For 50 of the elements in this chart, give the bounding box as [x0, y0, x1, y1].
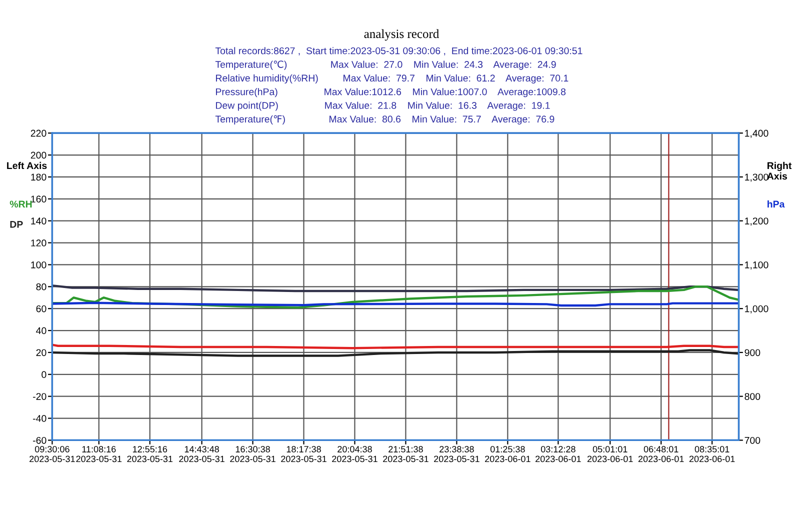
x-tick-label: 16:30:38 2023-05-31 — [230, 446, 276, 462]
y-tick-label: 140 — [31, 218, 46, 224]
x-tick-label: 12:55:16 2023-05-31 — [127, 446, 173, 462]
y-tick-label: 200 — [30, 152, 46, 159]
chart-subtitle: Total records:8627 , Start time:2023-05-31 09:30:06 , End time:2023-06-01 09:30:51 — [215, 47, 582, 56]
x-tick-label: 20:04:38 2023-05-31 — [332, 446, 378, 462]
text: Temperature(℉) Max Value: 80.6 Min Value: 75.7 Average: 76.9 — [215, 115, 554, 124]
y-tick-label: 40 — [36, 327, 46, 334]
x-tick-label: 05:01:01 2023-06-01 — [587, 446, 633, 462]
y-tick-label: 0 — [42, 371, 46, 378]
x-tick-label: 11:08:16 2023-05-31 — [76, 446, 122, 462]
x-tick-label: 01:25:38 2023-06-01 — [485, 446, 530, 462]
line-series — [52, 286, 739, 309]
y-tick-label: 180 — [31, 174, 46, 181]
y2-tick-label: 1,400 — [745, 130, 768, 138]
x-tick-label: 18:17:38 2023-05-31 — [281, 446, 326, 462]
y2-axis-title: Right Axis — [767, 162, 792, 180]
y2-tick-label: 700 — [744, 436, 760, 444]
y-tick-label: 80 — [36, 283, 46, 290]
y2-tick-label: 1,100 — [745, 261, 768, 270]
y-tick-label: 160 — [31, 196, 46, 203]
y2-tick-label: 800 — [744, 393, 760, 400]
y-tick-label: 20 — [36, 349, 46, 356]
y-tick-label: 120 — [31, 240, 46, 246]
text: %RH — [10, 200, 32, 208]
y-tick-label: 60 — [36, 305, 46, 312]
chart-title: analysis record — [364, 29, 440, 41]
text: Temperature(℃) Max Value: 27.0 Min Value: 24.3 Average: 24.9 — [215, 60, 556, 70]
y-axis-title: Left Axis — [7, 162, 47, 170]
text: Pressure(hPa) Max Value:1012.6 Min Value:1007.0 Average:1009.8 — [216, 88, 566, 98]
y-tick-label: -40 — [33, 415, 46, 422]
y-tick-label: -60 — [33, 436, 46, 444]
x-tick-label: 14:43:48 2023-05-31 — [179, 446, 224, 462]
y2-tick-label: 1,200 — [745, 218, 768, 226]
text: Relative humidity(%RH) Max Value: 79.7 Min Value: 61.2 Average: 70.1 — [216, 74, 568, 84]
y2-tick-label: 1,300 — [745, 174, 768, 182]
y-tick-label: 100 — [31, 261, 46, 268]
y-tick-label: 220 — [30, 130, 46, 137]
x-tick-label: 09:30:06 2023-05-31 — [30, 446, 75, 462]
y2-tick-label: 900 — [744, 349, 760, 356]
text: DP — [10, 221, 23, 228]
x-tick-label: 21:51:38 2023-05-31 — [383, 446, 428, 462]
x-tick-label: 08:35:01 2023-06-01 — [689, 446, 735, 462]
y-tick-label: -20 — [33, 393, 46, 400]
x-tick-label: 23:38:38 2023-05-31 — [434, 446, 480, 462]
y2-tick-label: 1,000 — [745, 305, 768, 314]
x-tick-label: 03:12:28 2023-06-01 — [536, 446, 581, 462]
text: hPa — [768, 200, 785, 208]
x-tick-label: 06:48:01 2023-06-01 — [638, 446, 684, 462]
text: Dew point(DP) Max Value: 21.8 Min Value: 16.3 Average: 19.1 — [216, 102, 550, 111]
